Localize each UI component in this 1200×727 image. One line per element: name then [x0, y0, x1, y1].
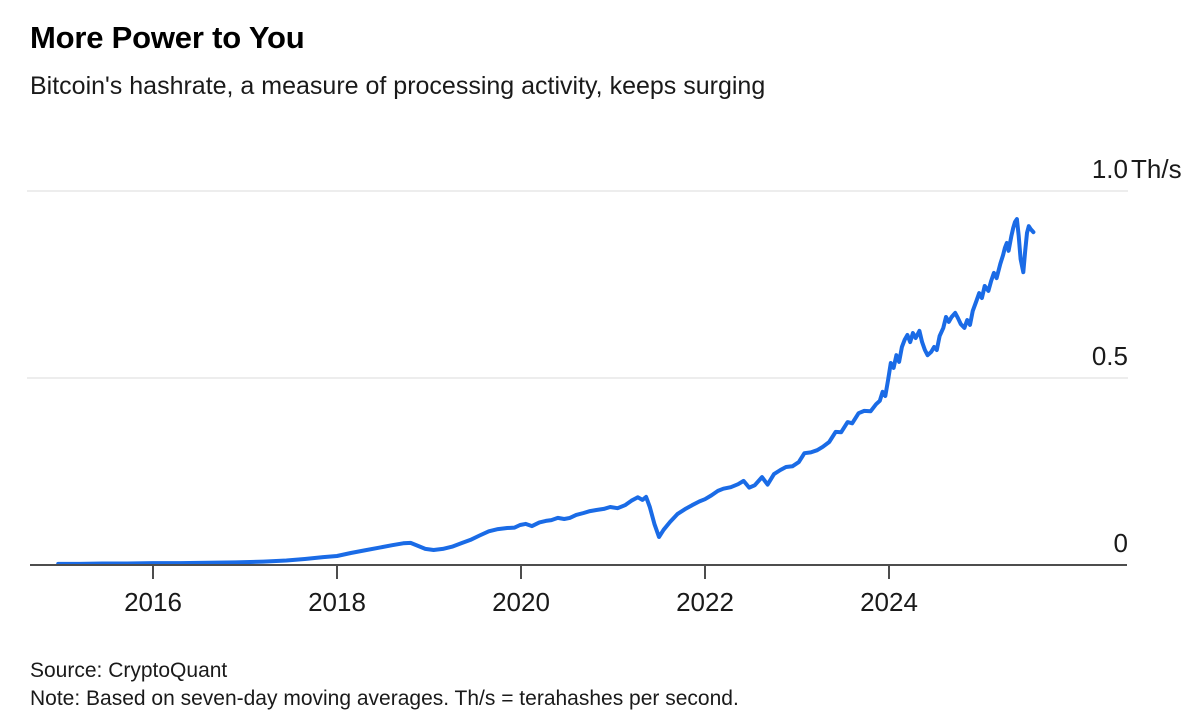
- x-axis-tick-label: 2022: [676, 587, 734, 617]
- y-axis-tick-label: 0.5: [1091, 341, 1128, 371]
- chart-subtitle: Bitcoin's hashrate, a measure of process…: [30, 72, 766, 100]
- footnote: Note: Based on seven-day moving averages…: [30, 687, 739, 710]
- x-axis-tick-label: 2016: [124, 587, 182, 617]
- y-axis-tick-label: 0: [1113, 528, 1128, 558]
- source-note: Source: CryptoQuant: [30, 659, 228, 682]
- x-axis-tick-label: 2018: [308, 587, 366, 617]
- y-axis-unit-label: Th/s: [1131, 154, 1182, 184]
- x-axis-tick-label: 2020: [492, 587, 550, 617]
- hashrate-series-line: [56, 217, 1036, 566]
- x-axis-tick-label: 2024: [860, 587, 918, 617]
- y-axis-tick-label: 1.0: [1091, 154, 1128, 184]
- chart-title: More Power to You: [30, 20, 305, 55]
